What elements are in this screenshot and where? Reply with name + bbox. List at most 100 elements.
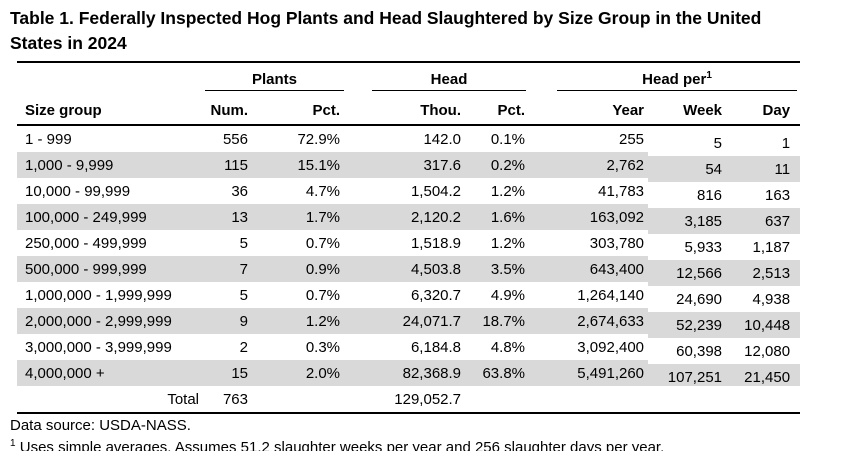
cell-head-thou: 6,184.8: [410, 338, 462, 356]
table-row: 10,000 - 99,999 36 4.7% 1,504.2 1.2% 41,783 81…: [17, 178, 800, 204]
cell-per-week: 3,185: [684, 212, 723, 230]
cell-plants-pct: 1.2%: [305, 312, 341, 330]
cell-head-pct: 1.2%: [490, 234, 526, 252]
cell-head-thou: 6,320.7: [410, 286, 462, 304]
cell-per-week: 24,690: [676, 290, 723, 308]
cell-head-thou: 142.0: [423, 130, 462, 148]
cell-plants-num: 115: [224, 156, 248, 174]
cell-per-day: 12,080: [744, 342, 791, 360]
cell-head-thou: 317.6: [423, 156, 462, 174]
cell-plants-pct: 15.1%: [297, 156, 341, 174]
table-row: 2,000,000 - 2,999,999 9 1.2% 24,071.7 18.7% 2…: [17, 308, 801, 335]
cell-plants-num: 15: [231, 364, 248, 382]
cell-plants-pct: 0.9%: [305, 260, 341, 278]
cell-plants-num: 2: [239, 338, 248, 356]
column-header-row: Size group Num. Pct. Thou. Pct. Year Wee…: [17, 91, 801, 126]
table-title: Table 1. Federally Inspected Hog Plants …: [10, 8, 762, 54]
cell-per-day: 163: [765, 186, 791, 204]
cell-plants-pct: 72.9%: [297, 130, 341, 148]
cell-size-group: 2,000,000 - 2,999,999: [25, 312, 172, 330]
cell-plants-num: 556: [222, 130, 248, 148]
total-empty-cell: [252, 386, 344, 413]
table-row: 1,000 - 9,999 115 15.1% 317.6 0.2% 2,762 54 11: [17, 152, 801, 179]
cell-size-group: 4,000,000 +: [25, 364, 105, 382]
col-header-num: Num.: [210, 102, 249, 120]
cell-size-group: 1,000 - 9,999: [25, 156, 114, 174]
table-row: 3,000,000 - 3,999,999 2 0.3% 6,184.8 4.8% 3,0…: [17, 334, 800, 360]
cell-plants-pct: 0.7%: [305, 234, 341, 252]
col-header-thou: Thou.: [420, 102, 462, 120]
cell-head-pct: 0.2%: [490, 156, 526, 174]
cell-size-group: 1 - 999: [25, 130, 72, 148]
total-head-thou: 129,052.7: [394, 390, 462, 408]
cell-per-day: 637: [765, 212, 791, 230]
cell-per-year: 255: [618, 130, 645, 148]
cell-head-thou: 82,368.9: [402, 364, 462, 382]
cell-per-year: 3,092,400: [577, 338, 645, 356]
cell-per-year: 163,092: [589, 208, 645, 226]
cell-head-pct: 1.6%: [490, 208, 526, 226]
footnote-text: Uses simple averages. Assumes 51.2 slaug…: [19, 439, 665, 451]
footnote-marker: 1: [10, 438, 16, 450]
table-row: 1 - 999 556 72.9% 142.0 0.1% 255 5 1: [17, 125, 800, 152]
group-label-head: Head: [430, 71, 468, 89]
total-row: Total 763 129,052.7: [17, 386, 801, 414]
col-header-week: Week: [683, 102, 723, 120]
col-header-year: Year: [612, 102, 645, 120]
cell-plants-pct: 0.7%: [305, 286, 341, 304]
cell-per-day: 1: [781, 134, 791, 152]
cell-per-year: 2,674,633: [577, 312, 645, 330]
cell-size-group: 3,000,000 - 3,999,999: [25, 338, 172, 356]
cell-plants-pct: 2.0%: [305, 364, 341, 382]
cell-per-week: 12,566: [676, 264, 723, 282]
cell-per-year: 41,783: [598, 182, 645, 200]
cell-per-day: 21,450: [744, 368, 791, 386]
group-header-head: Head: [344, 62, 529, 92]
cell-plants-num: 7: [239, 260, 248, 278]
head-per-footnote-marker: 1: [706, 70, 712, 82]
cell-plants-pct: 0.3%: [305, 338, 341, 356]
cell-per-day: 11: [774, 160, 791, 178]
cell-head-pct: 18.7%: [482, 312, 526, 330]
cell-per-day: 2,513: [752, 264, 791, 282]
cell-per-week: 5,933: [684, 238, 723, 256]
cell-per-week: 5: [713, 134, 723, 152]
cell-head-thou: 24,071.7: [402, 312, 462, 330]
cell-per-year: 643,400: [589, 260, 645, 278]
cell-head-pct: 63.8%: [482, 364, 526, 382]
cell-head-thou: 1,504.2: [410, 182, 462, 200]
total-plants-num: 763: [222, 390, 248, 408]
cell-per-week: 60,398: [676, 342, 723, 360]
cell-per-year: 2,762: [606, 156, 645, 174]
cell-head-thou: 4,503.8: [410, 260, 462, 278]
cell-head-pct: 1.2%: [490, 182, 526, 200]
col-header-pct-plants: Pct.: [312, 102, 341, 120]
col-header-day: Day: [762, 102, 791, 120]
table-row: 500,000 - 999,999 7 0.9% 4,503.8 3.5% 643,400…: [17, 256, 801, 283]
footnote-line: 1 Uses simple averages. Assumes 51.2 sla…: [10, 438, 850, 451]
cell-plants-num: 9: [239, 312, 248, 330]
cell-plants-num: 13: [231, 208, 248, 226]
table-row: 100,000 - 249,999 13 1.7% 2,120.2 1.6% 163,09…: [17, 204, 801, 231]
cell-per-day: 1,187: [752, 238, 791, 256]
cell-head-pct: 4.8%: [490, 338, 526, 356]
cell-per-week: 816: [696, 186, 723, 204]
total-label: Total: [167, 390, 199, 408]
cell-size-group: 10,000 - 99,999: [25, 182, 131, 200]
cell-size-group: 100,000 - 249,999: [25, 208, 147, 226]
cell-per-week: 52,239: [676, 316, 723, 334]
cell-size-group: 1,000,000 - 1,999,999: [25, 286, 172, 304]
cell-head-thou: 1,518.9: [410, 234, 462, 252]
cell-head-pct: 3.5%: [490, 260, 526, 278]
cell-per-year: 303,780: [589, 234, 645, 252]
total-empty-cell: [529, 386, 648, 413]
cell-head-thou: 2,120.2: [410, 208, 462, 226]
group-header-row: Plants Head Head per1: [17, 62, 800, 92]
hog-plants-table: Plants Head Head per1 Size group Num. Pc…: [17, 61, 801, 414]
cell-size-group: 500,000 - 999,999: [25, 260, 147, 278]
table-row: 4,000,000 + 15 2.0% 82,368.9 63.8% 5,491,260 1…: [17, 360, 801, 387]
total-empty-cell: [648, 386, 726, 413]
cell-per-day: 10,448: [744, 316, 791, 334]
col-header-pct-head: Pct.: [497, 102, 526, 120]
